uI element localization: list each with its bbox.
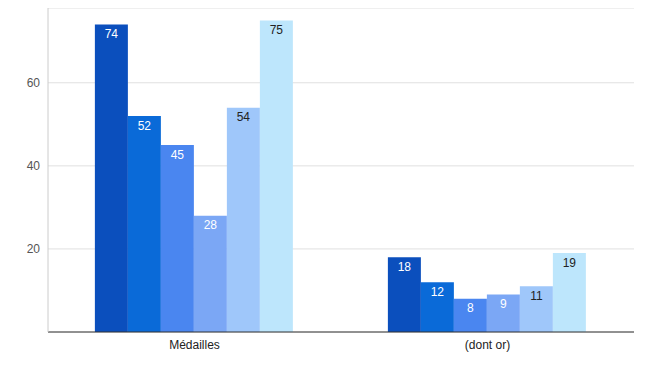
svg-text:9: 9 (500, 297, 507, 311)
svg-text:45: 45 (171, 148, 185, 162)
svg-text:12: 12 (431, 285, 445, 299)
svg-text:(dont or): (dont or) (465, 338, 510, 352)
svg-text:75: 75 (270, 23, 284, 37)
svg-text:11: 11 (530, 289, 543, 303)
svg-text:74: 74 (105, 27, 119, 41)
svg-text:40: 40 (27, 159, 41, 173)
svg-text:52: 52 (138, 119, 152, 133)
svg-text:60: 60 (27, 76, 41, 90)
svg-text:Médailles: Médailles (169, 338, 220, 352)
svg-text:19: 19 (563, 256, 577, 270)
svg-text:8: 8 (467, 301, 474, 315)
svg-text:20: 20 (27, 242, 41, 256)
svg-text:28: 28 (204, 218, 218, 232)
svg-text:18: 18 (398, 260, 412, 274)
svg-text:54: 54 (237, 110, 251, 124)
